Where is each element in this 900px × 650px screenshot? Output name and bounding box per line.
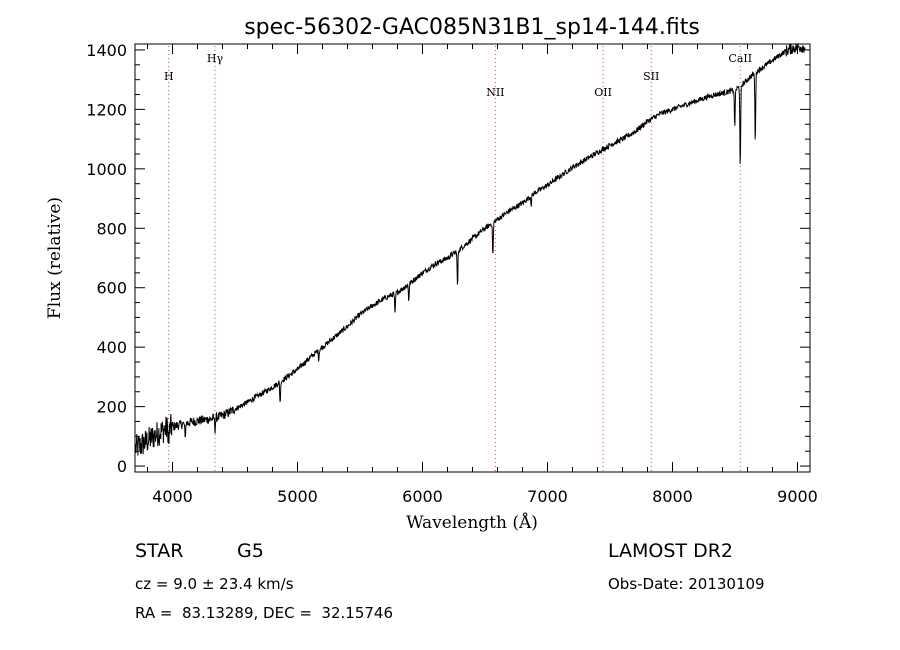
y-tick-label: 1200 [86, 100, 127, 119]
y-tick-label: 600 [96, 279, 127, 298]
line-marker-label-5: CaII [728, 52, 752, 65]
x-tick-label: 8000 [652, 487, 693, 506]
spectrum-line [135, 43, 806, 456]
chart-title: spec-56302-GAC085N31B1_sp14-144.fits [244, 15, 700, 40]
line-marker-label-4: SII [643, 70, 659, 83]
x-tick-label: 5000 [277, 487, 318, 506]
object-subclass: G5 [237, 540, 264, 562]
y-tick-label: 0 [117, 457, 127, 476]
ra-dec: RA = 83.13289, DEC = 32.15746 [135, 604, 394, 622]
object-class: STAR [135, 540, 184, 562]
y-tick-label: 200 [96, 398, 127, 417]
line-marker-layer: H Hγ NII OII SII CaII [164, 46, 752, 472]
x-tick-label: 4000 [152, 487, 193, 506]
x-tick-label: 7000 [527, 487, 568, 506]
y-tick-label: 1000 [86, 160, 127, 179]
axis-ticks: 4000 5000 6000 7000 8000 9000 0 200 400 600 800 100… [86, 41, 818, 506]
x-axis-label: Wavelength (Å) [406, 512, 538, 533]
x-tick-label: 9000 [777, 487, 818, 506]
y-axis-label: Flux (relative) [45, 197, 65, 319]
line-marker-label-3: OII [594, 86, 612, 99]
line-marker-label-0: H [164, 70, 174, 83]
x-tick-label: 6000 [402, 487, 443, 506]
line-marker-label-2: NII [486, 86, 504, 99]
obs-date: Obs-Date: 20130109 [608, 575, 765, 593]
plot-frame [134, 43, 811, 473]
line-marker-label-1: Hγ [207, 52, 224, 65]
survey-name: LAMOST DR2 [608, 540, 733, 562]
y-tick-label: 1400 [86, 41, 127, 60]
y-tick-label: 400 [96, 338, 127, 357]
redshift-cz: cz = 9.0 ± 23.4 km/s [135, 575, 294, 593]
y-tick-label: 800 [96, 219, 127, 238]
